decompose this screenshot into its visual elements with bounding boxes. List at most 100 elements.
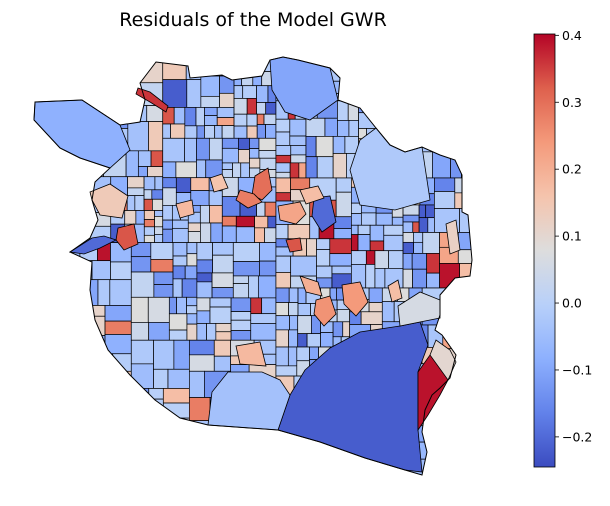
district-cell xyxy=(275,162,291,173)
district-cell xyxy=(216,117,235,126)
district-cell xyxy=(162,388,190,404)
district-cell xyxy=(162,177,177,189)
district-cell xyxy=(259,260,277,277)
district-cell xyxy=(34,337,54,355)
district-cell xyxy=(170,123,186,139)
district-cell xyxy=(103,79,124,106)
district-cell xyxy=(137,150,152,167)
district-cell xyxy=(431,441,455,458)
district-cell xyxy=(161,417,190,442)
district-cell xyxy=(275,131,291,146)
district-cell xyxy=(34,242,58,264)
district-cell xyxy=(275,154,292,164)
district-cell xyxy=(200,57,222,77)
district-cell xyxy=(402,221,414,233)
district-cell xyxy=(79,260,93,281)
district-cell xyxy=(275,315,290,331)
district-cell xyxy=(412,221,420,233)
district-cell xyxy=(402,232,414,243)
district-cell xyxy=(34,305,48,325)
district-cell xyxy=(110,261,132,281)
district-center-pink xyxy=(299,185,325,205)
district-cell xyxy=(402,241,415,254)
district-cell xyxy=(154,226,164,235)
district-cell xyxy=(168,313,188,331)
district-cell xyxy=(315,136,334,158)
district-cell xyxy=(196,323,207,341)
district-cell xyxy=(275,365,298,377)
district-cell xyxy=(238,137,250,150)
district-cell xyxy=(59,85,78,101)
district-cell xyxy=(200,95,220,108)
district-cell xyxy=(265,102,277,115)
district-cell xyxy=(402,214,420,223)
district-cell xyxy=(82,353,103,372)
district-cell xyxy=(458,287,472,310)
district-cell xyxy=(186,242,198,255)
district-south-salmon xyxy=(313,295,337,327)
district-cell xyxy=(340,57,359,74)
district-cell xyxy=(246,113,258,127)
district-cell xyxy=(423,57,446,68)
district-cell xyxy=(250,297,263,315)
district-cell xyxy=(290,145,307,156)
district-cell xyxy=(232,261,260,277)
district-cell xyxy=(457,232,472,251)
district-cell xyxy=(423,85,445,104)
district-cell xyxy=(450,380,465,394)
district-cell xyxy=(82,390,106,404)
district-cell xyxy=(184,265,198,280)
district-cell xyxy=(188,354,215,372)
district-cell xyxy=(275,302,289,317)
district-center-pink-2 xyxy=(209,173,229,193)
district-cell xyxy=(357,234,371,252)
district-cell xyxy=(163,441,190,457)
district-cell xyxy=(460,409,472,427)
district-cell xyxy=(34,144,50,162)
district-cell xyxy=(83,458,103,475)
district-cell xyxy=(459,85,472,111)
district-cell xyxy=(402,268,413,289)
district-cell xyxy=(351,234,359,252)
district-cell xyxy=(134,195,145,211)
district-cell xyxy=(349,454,366,475)
district-cell xyxy=(381,301,395,323)
district-cell xyxy=(460,348,472,365)
district-west-blue xyxy=(68,235,118,255)
district-cell xyxy=(83,433,103,460)
district-cell xyxy=(148,388,164,400)
district-cell xyxy=(305,136,317,158)
district-cell xyxy=(196,125,205,139)
district-cell xyxy=(256,201,266,217)
district-cell xyxy=(78,57,104,71)
district-cell xyxy=(71,462,84,475)
district-cell xyxy=(143,234,155,243)
district-cell xyxy=(340,72,359,85)
district-cell xyxy=(431,456,455,475)
district-cell xyxy=(184,107,197,127)
district-cell xyxy=(249,157,261,169)
district-cell xyxy=(162,219,173,230)
district-cell xyxy=(444,85,461,111)
district-cell xyxy=(256,85,269,103)
district-cell xyxy=(462,128,472,153)
district-cell xyxy=(230,297,252,312)
district-cell xyxy=(130,256,152,273)
district-cell xyxy=(320,332,334,348)
district-cell xyxy=(403,128,416,153)
district-cell xyxy=(212,242,234,256)
district-cell xyxy=(172,265,186,280)
district-cell xyxy=(239,455,257,475)
district-cell xyxy=(67,305,85,322)
district-southeast-light xyxy=(429,339,457,381)
district-cell xyxy=(365,264,376,289)
district-center-salmon-2 xyxy=(299,275,323,297)
highlighted-districts xyxy=(33,56,461,473)
district-cell xyxy=(151,189,164,200)
district-cell xyxy=(137,166,148,178)
district-cell xyxy=(196,242,214,261)
district-cell xyxy=(47,57,60,79)
district-cell xyxy=(261,297,277,315)
district-west-red xyxy=(115,223,139,251)
district-cell xyxy=(358,77,371,99)
